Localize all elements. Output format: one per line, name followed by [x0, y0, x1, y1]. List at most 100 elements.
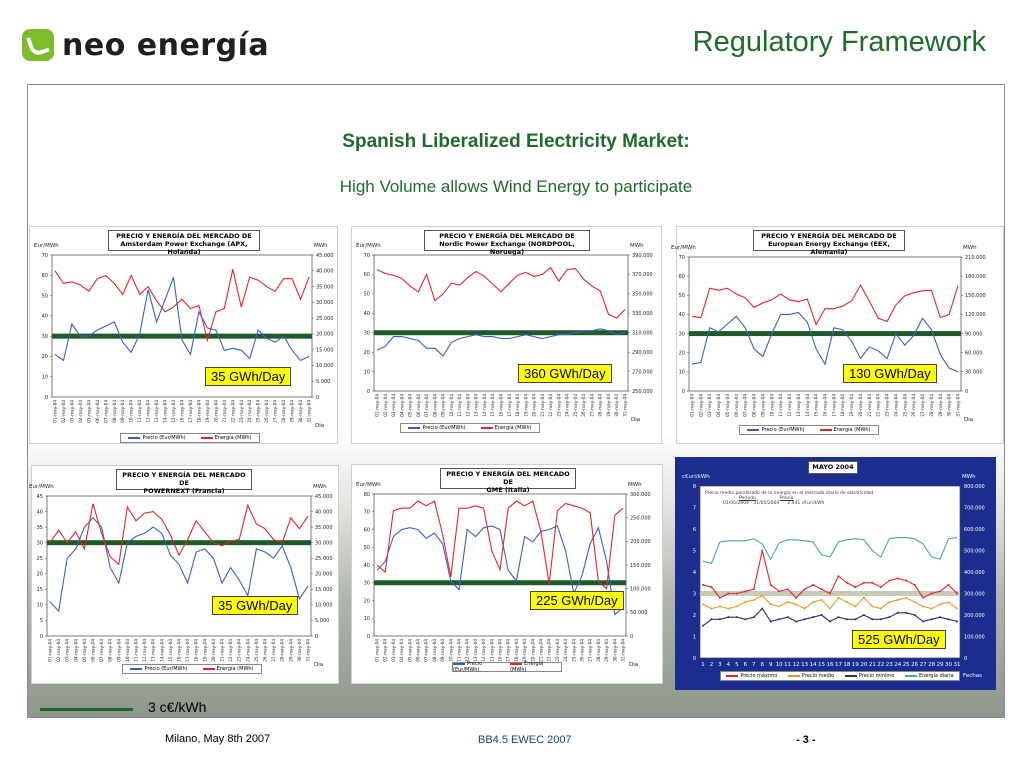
series-point [829, 592, 831, 595]
weighted-price-note: Precio medio ponderado de la energía en … [702, 488, 880, 508]
x-tick-label: 2 [710, 662, 714, 668]
series-point [778, 618, 781, 621]
x-tick-label: 17-may-04 [831, 394, 836, 417]
subheadline: High Volume allows Wind Energy to partic… [339, 177, 693, 196]
x-tick-label: 04-may-04 [716, 394, 721, 417]
y-tick-label-right: 20.000 [316, 332, 334, 338]
series-line [702, 537, 958, 565]
x-tick-label: 07-may-04 [743, 394, 748, 417]
y-tick-label-left: 20 [364, 350, 370, 356]
series-point [769, 620, 772, 623]
series-point [939, 603, 942, 606]
y-tick-label-right: 15.000 [315, 587, 333, 593]
y-tick-label-right: 30.000 [316, 300, 334, 306]
legend-item: Precio (Eur/MWh) [408, 425, 466, 431]
chart-title: PRECIO Y ENERGÍA DEL MERCADO DE European … [753, 230, 905, 256]
y-tick-label-left: 60 [364, 272, 370, 278]
series-point [854, 618, 857, 621]
series-point [786, 616, 789, 619]
note-column-header: Precio [779, 496, 794, 501]
x-tick-label: 06-may-04 [95, 400, 100, 423]
series-point [905, 611, 908, 614]
x-tick-label: 31-may-04 [621, 639, 626, 662]
x-tick-label: 21 [869, 662, 876, 668]
chart-title-line2: Nordic Power Exchange (NORDPOOL, Noruega… [439, 240, 575, 256]
x-tick-label: 02-may-04 [698, 394, 703, 417]
x-tick-label: 16-may-04 [823, 394, 828, 417]
x-tick-label: 27-may-04 [589, 394, 594, 417]
x-axis-label: Dia [631, 417, 641, 423]
y-tick-label-right: 700.000 [964, 505, 985, 511]
x-tick-label: 9 [769, 662, 773, 668]
x-tick-label: 08-may-04 [432, 394, 437, 417]
series-line [54, 277, 310, 362]
x-tick-label: 05-may-04 [82, 639, 87, 662]
y-tick-label-left: 4 [693, 570, 696, 576]
footer-page-number: - 3 - [796, 734, 816, 746]
legend-label: Precio medio [801, 673, 835, 679]
logo-mark-icon [22, 29, 54, 61]
series-point [829, 620, 831, 623]
x-tick-label: 10-may-04 [769, 394, 774, 417]
x-tick-label: 27-may-04 [588, 639, 593, 662]
x-tick-label: 18-may-04 [840, 394, 845, 417]
x-tick-label: 15-may-04 [168, 639, 173, 662]
y-axis-label-right: MWh [314, 243, 328, 249]
chart-title-line2: European Energy Exchange (EEX, Alemania) [768, 240, 890, 256]
x-tick-label: 23-may-04 [239, 400, 244, 423]
x-tick-label: 18-may-04 [514, 639, 519, 662]
series-point [735, 605, 738, 608]
x-tick-label: 17 [835, 662, 842, 668]
y-axis-label-right: MWh [963, 245, 977, 251]
x-tick-label: 12-may-04 [465, 394, 470, 417]
x-tick-label: 30 [945, 662, 952, 668]
x-tick-label: 18 [843, 662, 850, 668]
legend-item: Energía (MWh) [200, 435, 252, 441]
plot-frame [46, 495, 312, 637]
headline: Spanish Liberalized Electricity Market: [342, 131, 690, 152]
x-axis-label: Dia [314, 662, 324, 668]
series-point [913, 614, 916, 616]
y-tick-label-right: 310.000 [632, 331, 653, 337]
legend-swatch [130, 667, 143, 670]
x-tick-label: 3 [718, 662, 722, 668]
volume-callout: 225 GWh/Day [530, 591, 624, 610]
series-point [820, 588, 823, 591]
series-point [879, 586, 882, 589]
y-tick-label-left: 8 [693, 484, 696, 490]
x-tick-label: 20 [860, 662, 867, 668]
y-tick-label-right: 200.000 [964, 613, 985, 619]
x-tick-label: 06-may-04 [91, 639, 96, 662]
x-tick-label: 03-may-04 [69, 400, 74, 423]
x-tick-label: 04-may-04 [399, 394, 404, 417]
y-tick-label-right: 200.000 [630, 539, 651, 545]
x-tick-label: 09-may-04 [440, 639, 445, 662]
series-line [54, 269, 310, 343]
x-tick-label: 08-may-04 [112, 400, 117, 423]
series-point [913, 601, 916, 604]
y-tick-label-right: 50.000 [630, 610, 648, 616]
x-axis-label: Dia [964, 417, 974, 423]
x-tick-label: 23-may-04 [885, 394, 890, 417]
y-tick-label-left: 5 [693, 548, 696, 554]
y-tick-label-right: 25.000 [316, 316, 334, 322]
legend-swatch [726, 674, 739, 677]
x-tick-label: 14-may-04 [163, 400, 168, 423]
series-point [778, 605, 781, 608]
x-tick-label: 09-may-04 [116, 639, 121, 662]
y-tick-label-right: 30.000 [315, 540, 333, 546]
x-tick-label: 05-may-04 [86, 400, 91, 423]
x-axis-label: Fechas [963, 673, 982, 679]
series-point [922, 605, 925, 608]
legend-label: Precio (Eur/MWh) [142, 435, 186, 441]
y-tick-label-right: 500.000 [964, 548, 985, 554]
x-tick-label: 10-may-04 [448, 639, 453, 662]
series-point [786, 588, 789, 591]
x-tick-label: 26-may-04 [580, 639, 585, 662]
series-point [702, 624, 704, 627]
legend-swatch [200, 436, 213, 439]
legend-label: Energía (MWh) [214, 435, 252, 441]
chart-canvas: 0 10 20 30 40 50 60 70 0 30.000 60.000 90.000 120.00… [679, 255, 986, 417]
x-tick-label: 12-may-04 [142, 639, 147, 662]
y-tick-label-left: 70 [364, 510, 370, 516]
